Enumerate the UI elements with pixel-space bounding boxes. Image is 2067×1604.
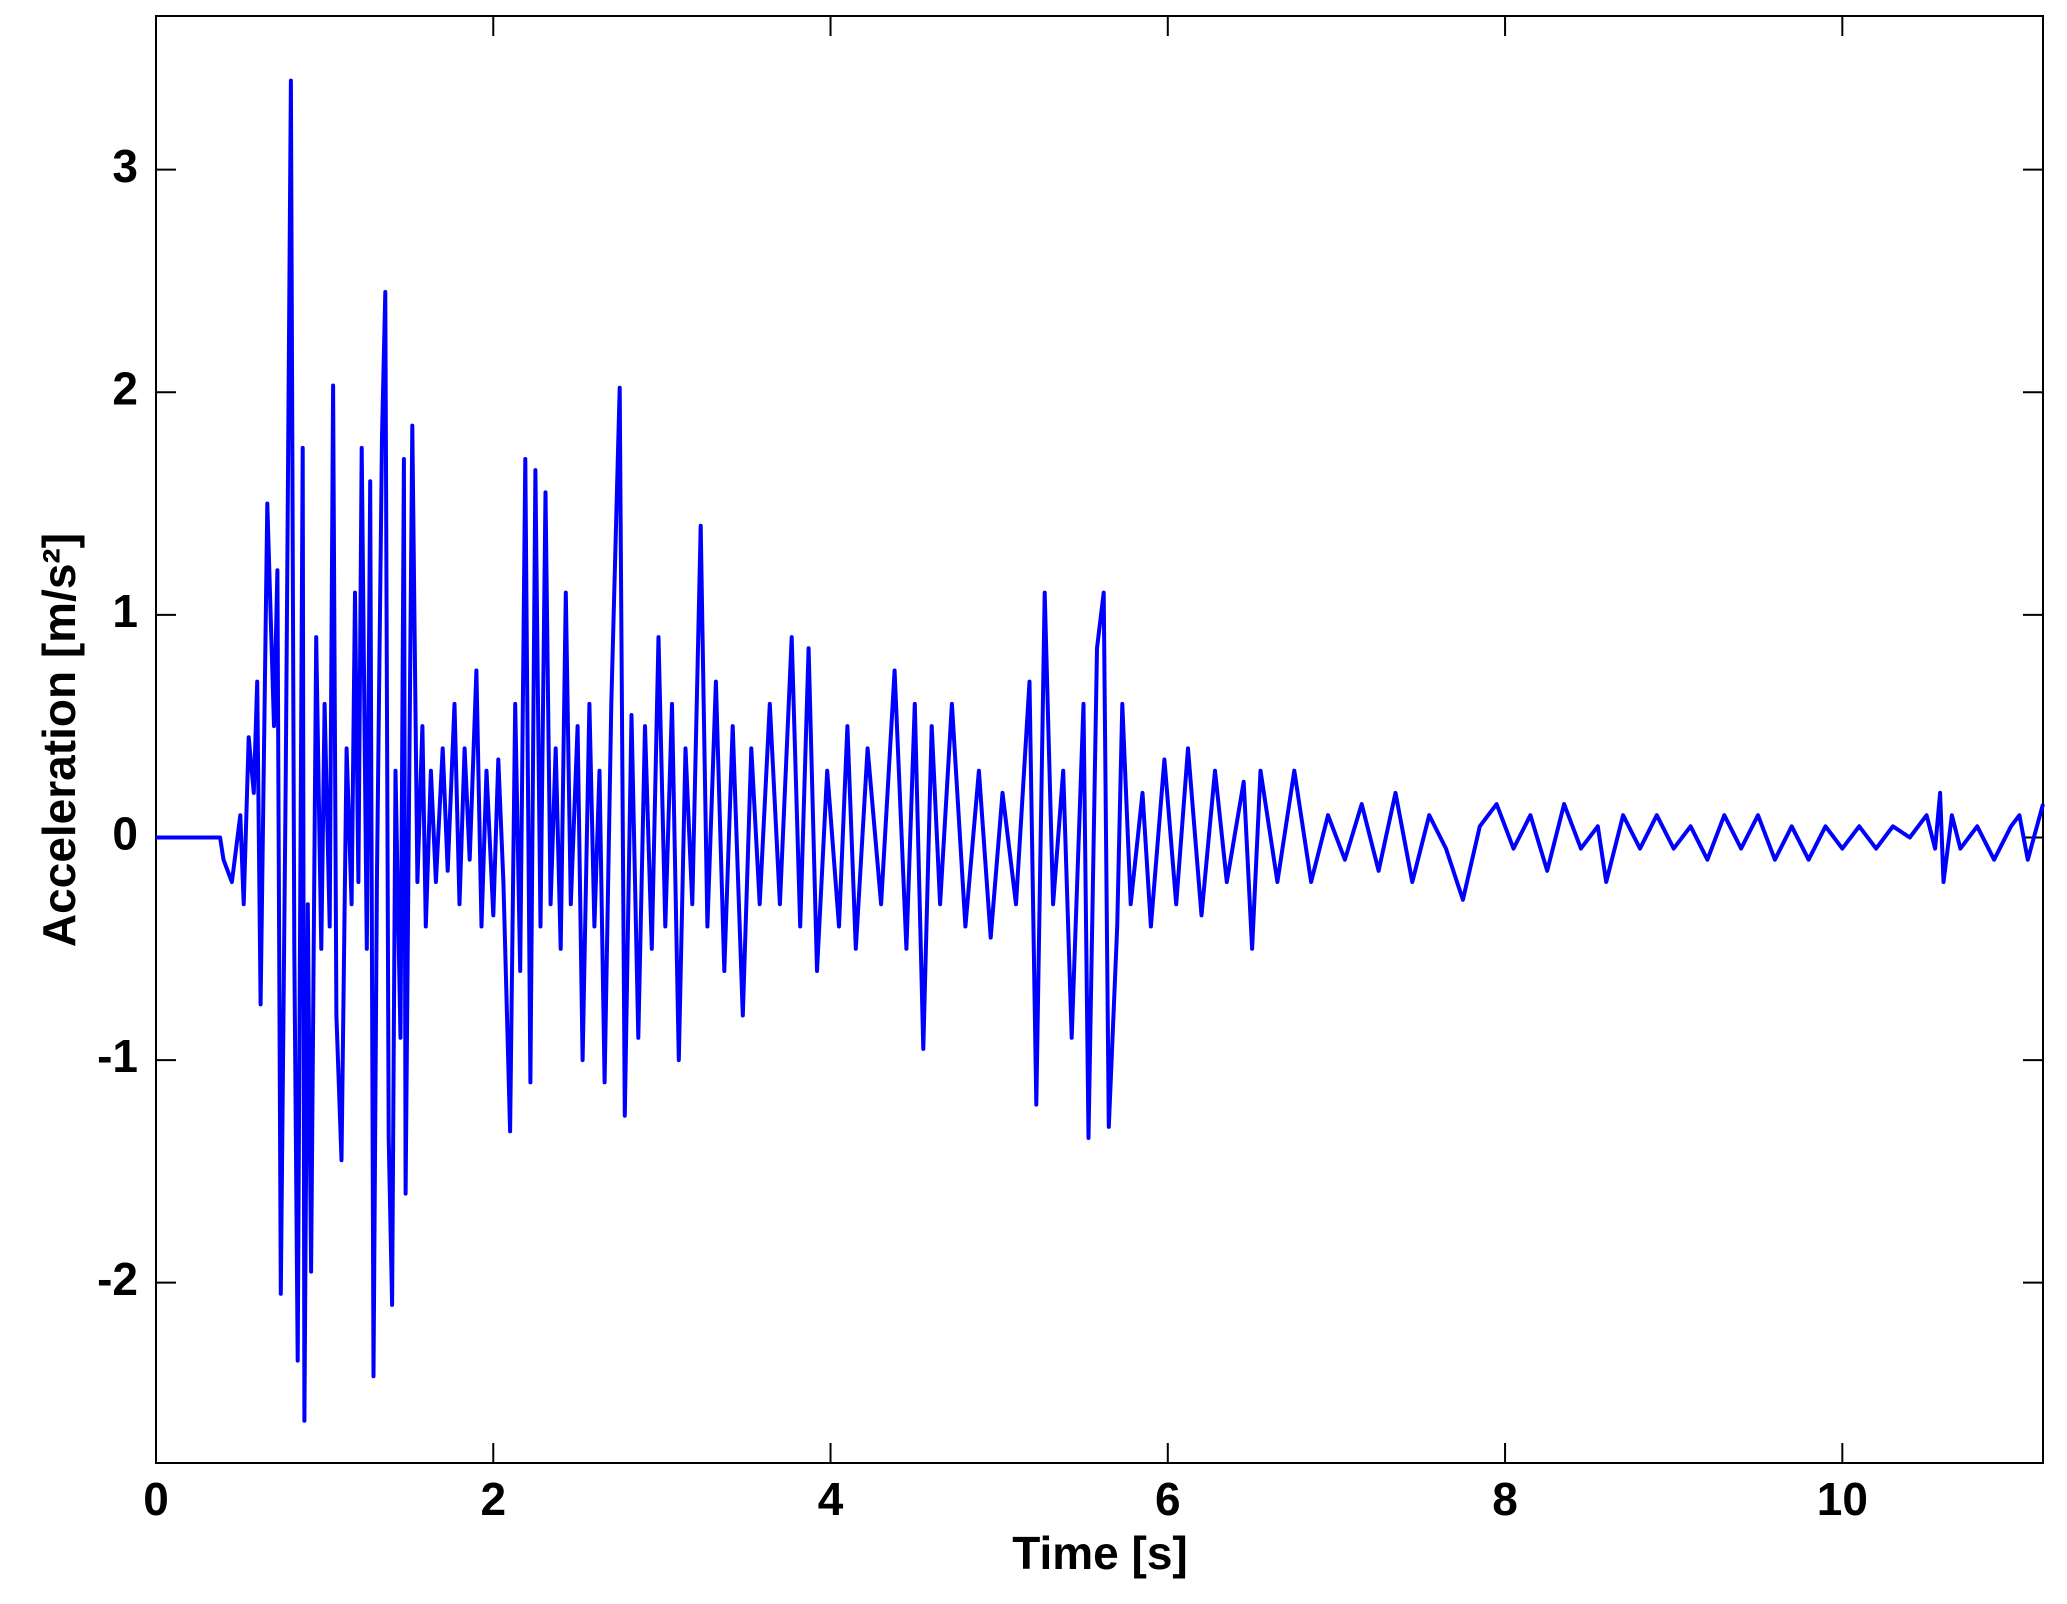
y-tick-label: 0 [112,808,138,860]
x-tick-label: 0 [143,1473,169,1525]
x-tick-label: 10 [1817,1473,1868,1525]
y-tick-label: 1 [112,585,138,637]
x-tick-label: 4 [818,1473,844,1525]
y-axis-title: Acceleration [m/s²] [33,533,85,947]
y-tick-label: 2 [112,362,138,414]
y-tick-label: -1 [97,1030,138,1082]
y-tick-label: -2 [97,1253,138,1305]
y-tick-label: 3 [112,140,138,192]
x-tick-label: 8 [1492,1473,1518,1525]
x-tick-label: 2 [480,1473,506,1525]
plot-frame [155,15,2044,1464]
x-axis-title: Time [s] [1012,1527,1188,1579]
x-tick-label: 6 [1155,1473,1181,1525]
data-line [156,78,2045,1423]
